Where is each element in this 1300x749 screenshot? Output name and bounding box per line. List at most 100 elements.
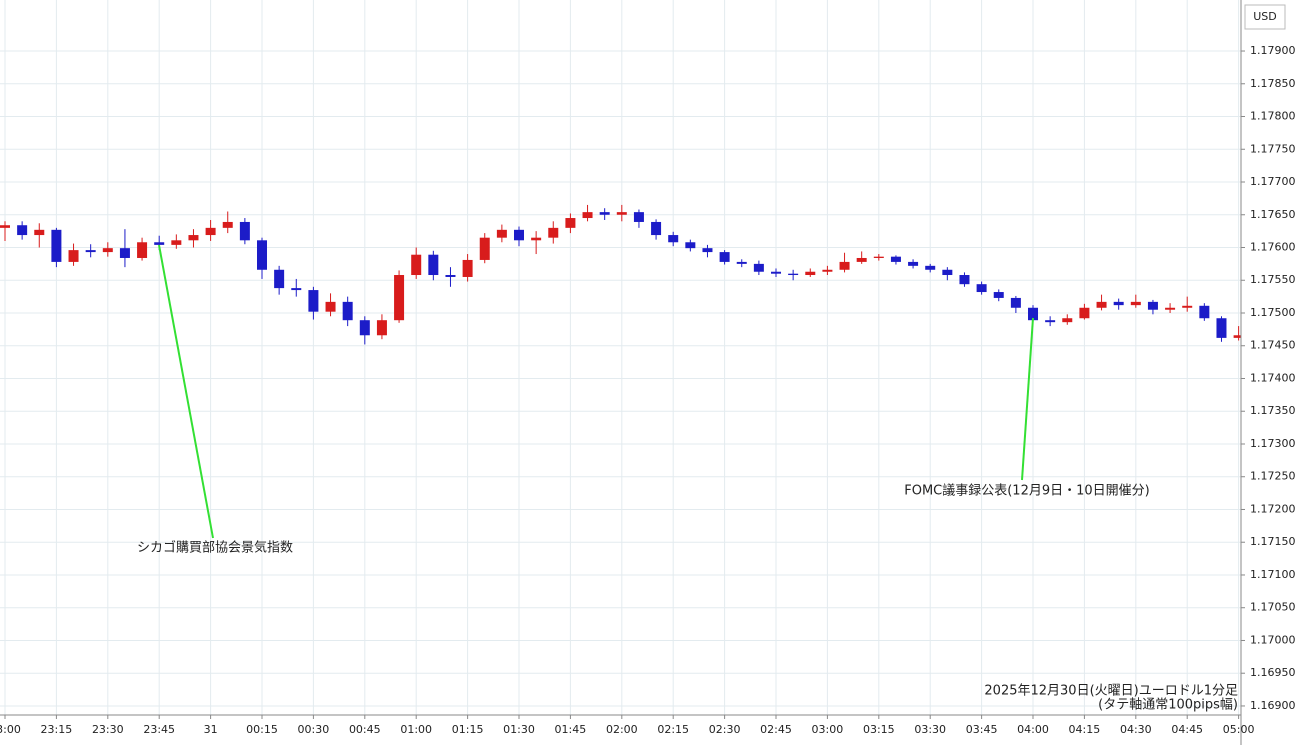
- candle-body: [616, 212, 627, 215]
- y-tick-label: 1.17300: [1250, 437, 1296, 450]
- x-tick-label: 02:00: [606, 723, 638, 736]
- candle-body: [1199, 305, 1210, 319]
- x-tick-label: 01:45: [555, 723, 587, 736]
- candle-body: [702, 248, 713, 253]
- candle-body: [599, 212, 610, 215]
- candle-body: [359, 320, 370, 336]
- candle-body: [428, 254, 439, 276]
- x-tick-label: 02:45: [760, 723, 792, 736]
- candle-body: [102, 248, 113, 253]
- candle-body: [205, 227, 216, 236]
- x-tick-label: 04:30: [1120, 723, 1152, 736]
- candle-body: [376, 320, 387, 336]
- candle-body: [993, 292, 1004, 298]
- note: 2025年12月30日(火曜日)ユーロドル1分足: [984, 684, 1238, 699]
- y-tick-label: 1.17050: [1250, 601, 1296, 614]
- candle-body: [582, 212, 593, 219]
- candle-body: [51, 229, 62, 262]
- candle-body: [1165, 307, 1176, 310]
- x-tick-label: 03:45: [966, 723, 998, 736]
- x-tick-label: 23:00: [0, 723, 21, 736]
- candle-body: [188, 235, 199, 241]
- candle-body: [959, 275, 970, 285]
- candle-body: [0, 225, 10, 228]
- y-tick-label: 1.17550: [1250, 273, 1296, 286]
- y-tick-label: 1.17750: [1250, 142, 1296, 155]
- x-tick-label: 23:30: [92, 723, 124, 736]
- y-tick-label: 1.17100: [1250, 568, 1296, 581]
- y-tick-label: 1.16950: [1250, 666, 1296, 679]
- x-tick-label: 00:30: [298, 723, 330, 736]
- y-tick-label: 1.17500: [1250, 306, 1296, 319]
- candle-body: [1113, 301, 1124, 306]
- candle-body: [17, 225, 28, 236]
- annotation-line: [158, 244, 214, 539]
- y-tick-label: 1.17000: [1250, 633, 1296, 646]
- y-tick-label: 1.17650: [1250, 208, 1296, 221]
- x-tick-label: 04:00: [1017, 723, 1049, 736]
- candle-body: [942, 269, 953, 276]
- candle-body: [291, 288, 302, 291]
- candle-body: [908, 261, 919, 266]
- annotation: FOMC議事録公表(12月9日・10日開催分): [904, 484, 1150, 499]
- candle-body: [171, 240, 182, 245]
- candle-body: [685, 242, 696, 249]
- candle-body: [462, 259, 473, 277]
- grid: [0, 0, 1241, 715]
- candle-body: [856, 257, 867, 262]
- candle-body: [1182, 305, 1193, 308]
- candle-body: [1062, 318, 1073, 323]
- x-tick-label: 03:30: [914, 723, 946, 736]
- candle-body: [890, 256, 901, 262]
- candle-body: [394, 275, 405, 321]
- x-tick-label: 03:00: [812, 723, 844, 736]
- candle-body: [1096, 301, 1107, 308]
- y-tick-label: 1.17800: [1250, 110, 1296, 123]
- candle-body: [633, 212, 644, 222]
- y-tick-label: 1.17600: [1250, 241, 1296, 254]
- candle-body: [342, 301, 353, 321]
- candle-body: [222, 221, 233, 228]
- y-axis-panel: [1241, 0, 1300, 745]
- candle-body: [1010, 297, 1021, 308]
- x-tick-label: 02:30: [709, 723, 741, 736]
- candle-body: [771, 271, 782, 274]
- candle-body: [257, 240, 268, 270]
- candle-body: [274, 269, 285, 289]
- y-tick-label: 1.17250: [1250, 470, 1296, 483]
- y-tick-label: 1.17850: [1250, 77, 1296, 90]
- candle-body: [719, 252, 730, 262]
- y-tick-label: 1.17150: [1250, 535, 1296, 548]
- candle-body: [514, 229, 525, 241]
- x-tick-label: 01:30: [503, 723, 535, 736]
- candle-body: [822, 269, 833, 272]
- candle-body: [137, 242, 148, 258]
- candle-body: [839, 261, 850, 270]
- candle-body: [788, 273, 799, 276]
- currency-label: USD: [1253, 10, 1277, 23]
- candles: [0, 204, 1241, 345]
- x-tick-label: 00:15: [246, 723, 278, 736]
- candle-body: [411, 254, 422, 276]
- candle-body: [496, 229, 507, 238]
- currency-box: [1244, 4, 1286, 30]
- y-tick-label: 1.16900: [1250, 699, 1296, 712]
- x-tick-label: 00:45: [349, 723, 381, 736]
- candle-body: [1216, 318, 1227, 338]
- annotation: シカゴ購買部協会景気指数: [137, 540, 293, 556]
- candle-body: [805, 271, 816, 276]
- candle-body: [873, 256, 884, 258]
- candle-body: [565, 218, 576, 228]
- x-tick-label: 01:15: [452, 723, 484, 736]
- candle-body: [753, 263, 764, 272]
- x-tick-label: 23:15: [41, 723, 73, 736]
- candle-body: [1233, 335, 1241, 338]
- candle-body: [119, 248, 130, 258]
- candle-body: [651, 221, 662, 236]
- candle-body: [308, 290, 319, 312]
- annotation-line: [1021, 317, 1034, 481]
- candle-body: [1130, 301, 1141, 306]
- candle-body: [325, 301, 336, 312]
- y-tick-label: 1.17200: [1250, 502, 1296, 515]
